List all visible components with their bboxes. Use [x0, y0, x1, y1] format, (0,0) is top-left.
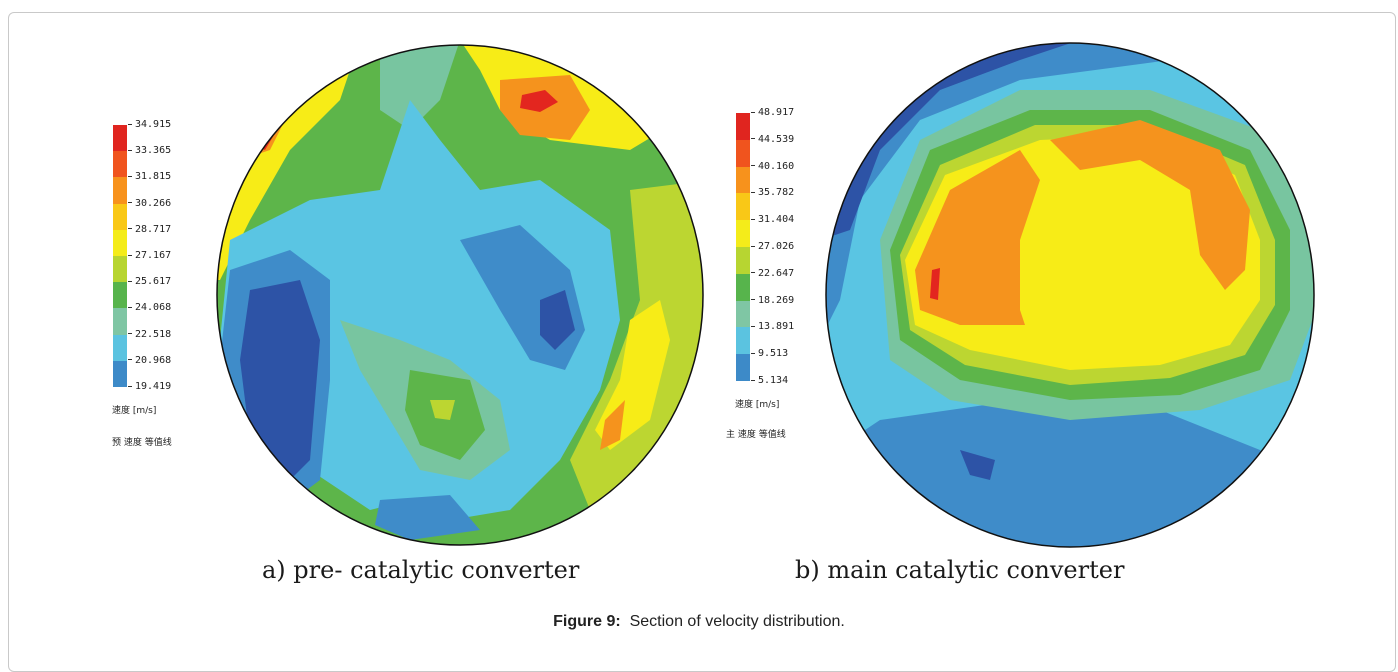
- contour-darkblue-center: [540, 290, 575, 350]
- a-colorbar-segment: [113, 229, 127, 256]
- colorbar-unit-a: 速度 [m/s]: [112, 406, 157, 416]
- figure-caption-text: Section of velocity distribution.: [629, 613, 845, 630]
- subcaption-b: b) main catalytic converter: [795, 556, 1125, 584]
- a-colorbar-tick-label: 22.518: [128, 329, 171, 340]
- contour-yellowgreen-center: [430, 400, 455, 420]
- a-colorbar-segment: [113, 308, 127, 335]
- a-colorbar-tick-label: 19.419: [128, 381, 171, 392]
- a-colorbar-segment: [113, 282, 127, 309]
- b-colorbar-tick-label: 31.404: [751, 214, 794, 225]
- b-colorbar-segment: [736, 193, 750, 221]
- a-colorbar-segment: [113, 203, 127, 230]
- velocity-contour-pre-catalytic: [216, 44, 704, 546]
- colorbar-legend-a: 34.915 33.365 31.815 30.266 28.717 27.167 25.6…: [112, 119, 233, 455]
- b-colorbar-segment: [736, 246, 750, 274]
- b-colorbar-tick-label: 13.891: [751, 321, 794, 332]
- contour-darkblue-left: [240, 280, 320, 490]
- a-colorbar-segment: [113, 255, 127, 283]
- b-colorbar-segment: [736, 300, 750, 328]
- b-colorbar-tick-label: 5.134: [751, 375, 788, 386]
- colorbar-a: [113, 125, 127, 397]
- b-colorbar-tick-label: 44.539: [751, 134, 794, 145]
- b-colorbar-segment: [736, 273, 750, 301]
- a-colorbar-tick-label: 20.968: [128, 355, 171, 366]
- b-colorbar-segment: [736, 139, 750, 167]
- contour-red-top: [520, 90, 558, 112]
- a-colorbar-tick-label: 34.915: [128, 119, 171, 130]
- contour-darkblue-bottom: [960, 450, 995, 480]
- b-colorbar-tick-label: 40.160: [751, 161, 794, 172]
- contour-title-a: 预 速度 等值线: [112, 438, 172, 448]
- colorbar-legend-b: 48.917 44.539 40.160 35.782 31.404 27.026 22.6…: [726, 107, 856, 443]
- b-colorbar-tick-label: 18.269: [751, 295, 794, 306]
- b-colorbar-segment: [736, 166, 750, 194]
- a-colorbar-tick-label: 25.617: [128, 276, 171, 287]
- a-colorbar-tick-label: 30.266: [128, 198, 171, 209]
- a-colorbar-tick-label: 33.365: [128, 145, 171, 156]
- figure-caption: Figure 9: Section of velocity distributi…: [0, 613, 1398, 631]
- b-colorbar-segment: [736, 327, 750, 355]
- contour-orange-right: [1050, 120, 1250, 290]
- a-colorbar-segment: [113, 177, 127, 204]
- a-colorbar-tick-label: 31.815: [128, 171, 171, 182]
- b-colorbar-segment: [736, 113, 750, 140]
- contour-title-b: 主 速度 等值线: [726, 430, 786, 440]
- contour-teal-top: [380, 45, 460, 130]
- velocity-contour-main-catalytic: [825, 42, 1315, 548]
- a-colorbar-segment: [113, 151, 127, 178]
- colorbar-unit-b: 速度 [m/s]: [735, 400, 780, 410]
- a-colorbar-tick-label: 28.717: [128, 224, 171, 235]
- colorbar-b: [736, 113, 750, 391]
- contour-outline-a: [216, 44, 704, 546]
- b-colorbar-tick-label: 35.782: [751, 187, 794, 198]
- figure-label: Figure 9:: [553, 613, 621, 630]
- contour-outline-b: [825, 42, 1315, 548]
- b-colorbar-segment: [736, 354, 750, 381]
- b-colorbar-tick-label: 9.513: [751, 348, 788, 359]
- b-colorbar-tick-label: 22.647: [751, 268, 794, 279]
- contour-orange-left: [915, 150, 1040, 325]
- a-colorbar-segment: [113, 360, 127, 387]
- a-colorbar-tick-label: 24.068: [128, 302, 171, 313]
- b-colorbar-segment: [736, 220, 750, 247]
- b-colorbar-tick-label: 27.026: [751, 241, 794, 252]
- contour-blue-bottom: [375, 495, 480, 540]
- a-colorbar-tick-label: 27.167: [128, 250, 171, 261]
- contour-red-left: [930, 268, 940, 300]
- a-colorbar-segment: [113, 125, 127, 152]
- contour-orange-right: [600, 400, 625, 450]
- b-colorbar-tick-label: 48.917: [751, 107, 794, 118]
- subcaption-a: a) pre- catalytic converter: [262, 556, 580, 584]
- a-colorbar-segment: [113, 334, 127, 361]
